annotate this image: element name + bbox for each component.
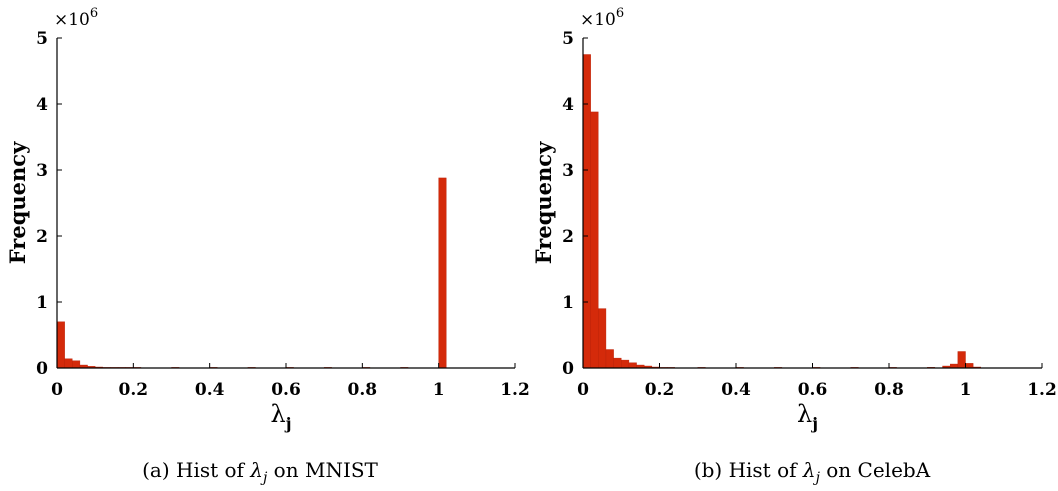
histogram-bar	[583, 55, 591, 369]
y-tick-label: 0	[36, 359, 48, 379]
chart-panel-2: 0 0.2 0.4 0.6 0.8 1 1.2 0 1 2 3 4 5 ×106 Frequency λj (b…	[531, 6, 1057, 486]
x-tick-label: 1.2	[500, 380, 530, 400]
y-tick-label: 5	[562, 29, 574, 49]
histogram-bar	[65, 359, 73, 368]
x-tick-label: 0.8	[348, 380, 378, 400]
histogram-bar	[606, 350, 614, 368]
x-axis-label: λj	[270, 400, 291, 433]
histogram-bars	[57, 178, 446, 368]
x-tick-label: 0.8	[874, 380, 904, 400]
y-tick-label: 3	[562, 161, 574, 181]
y-tick-label: 1	[36, 293, 48, 313]
y-axis-label: Frequency	[531, 141, 556, 264]
histogram-bars	[583, 55, 981, 369]
y-tick-label: 0	[562, 359, 574, 379]
y-tick-label: 4	[36, 95, 48, 115]
x-tick-label: 0	[577, 380, 589, 400]
y-tick-label: 4	[562, 95, 574, 115]
x-tick-label: 0.2	[645, 380, 675, 400]
x-tick-label: 0.4	[195, 380, 225, 400]
y-axis-multiplier: ×106	[580, 6, 624, 30]
chart-panel-1: 0 0.2 0.4 0.6 0.8 1 1.2 0 1 2 3 4 5 ×106 Frequency λj (a…	[5, 6, 530, 486]
x-tick-label: 1	[433, 380, 445, 400]
histogram-bar	[591, 112, 599, 368]
histogram-bar	[439, 178, 447, 368]
x-tick-label: 0.6	[798, 380, 828, 400]
histogram-bar	[958, 352, 966, 369]
histogram-bar	[614, 358, 622, 368]
x-tick-label: 0	[51, 380, 63, 400]
x-tick-label: 0.2	[119, 380, 149, 400]
histogram-bar	[598, 309, 606, 368]
y-tick-label: 2	[562, 227, 574, 247]
y-axis-label: Frequency	[5, 141, 30, 264]
y-axis-multiplier: ×106	[54, 6, 98, 30]
figure-caption: (a) Hist of λj on MNIST	[142, 458, 378, 486]
histogram-bar	[57, 322, 65, 368]
x-axis-label: λj	[797, 400, 818, 433]
histogram-bar	[629, 363, 637, 368]
figure-caption: (b) Hist of λj on CelebA	[694, 458, 931, 486]
y-tick-label: 2	[36, 227, 48, 247]
histogram-bar	[621, 360, 629, 368]
x-tick-label: 0.4	[721, 380, 751, 400]
x-tick-label: 1.2	[1027, 380, 1057, 400]
y-tick-label: 1	[562, 293, 574, 313]
y-tick-label: 3	[36, 161, 48, 181]
histogram-bar	[72, 361, 80, 368]
y-tick-label: 5	[36, 29, 48, 49]
x-tick-label: 1	[960, 380, 972, 400]
histogram-bar	[966, 363, 974, 368]
x-tick-label: 0.6	[271, 380, 301, 400]
